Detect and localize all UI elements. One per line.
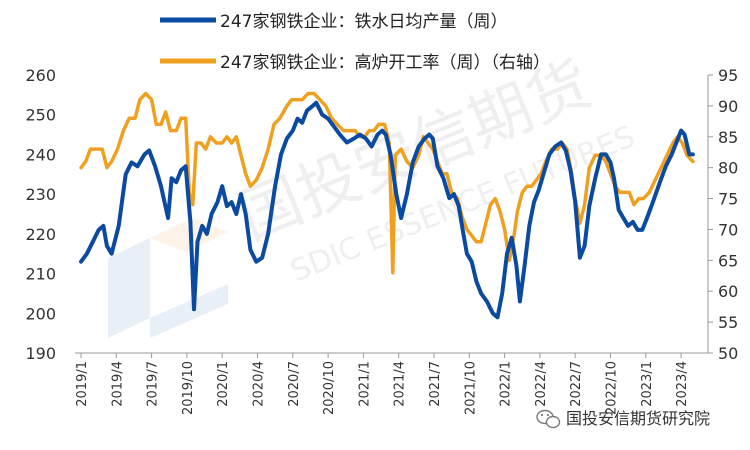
y-right-tick-label: 75 bbox=[718, 190, 738, 209]
x-axis: 2019/1 2019/4 2019/7 2019/10 2020/1 2020/4 202… bbox=[75, 353, 690, 415]
y-left-tick-label: 250 bbox=[25, 106, 56, 125]
x-tick-label: 2020/4 bbox=[252, 361, 267, 407]
y-left-tick-label: 210 bbox=[25, 265, 56, 284]
x-tick-label: 2023/4 bbox=[675, 361, 690, 407]
x-tick-label: 2022/10 bbox=[605, 361, 620, 415]
y-axis-right: 50 55 60 65 70 75 80 85 90 95 bbox=[708, 66, 738, 363]
y-left-tick-label: 230 bbox=[25, 185, 56, 204]
y-left-tick-label: 200 bbox=[25, 304, 56, 323]
y-right-tick-label: 70 bbox=[718, 220, 738, 239]
series-layer bbox=[79, 91, 695, 320]
y-right-tick-label: 50 bbox=[718, 344, 738, 363]
x-tick-label: 2023/1 bbox=[640, 361, 655, 407]
x-tick-label: 2021/10 bbox=[463, 361, 478, 415]
x-tick-label: 2019/1 bbox=[75, 361, 90, 407]
watermark-logo bbox=[108, 218, 228, 338]
series-line-furnace-rate bbox=[79, 91, 695, 275]
y-right-tick-label: 85 bbox=[718, 128, 738, 147]
y-left-tick-label: 220 bbox=[25, 225, 56, 244]
series-line-iron-output bbox=[79, 100, 695, 320]
x-tick-label: 2022/1 bbox=[499, 361, 514, 407]
y-left-tick-label: 260 bbox=[25, 66, 56, 85]
y-right-tick-label: 55 bbox=[718, 313, 738, 332]
x-tick-label: 2021/7 bbox=[428, 361, 443, 407]
legend-label-iron-output: 247家钢铁企业：铁水日均产量（周） bbox=[220, 12, 507, 32]
y-right-tick-label: 95 bbox=[718, 66, 738, 85]
x-tick-label: 2021/4 bbox=[393, 361, 408, 407]
y-axis-left: 190 200 210 220 230 240 250 260 bbox=[25, 66, 56, 363]
legend-label-furnace-rate: 247家钢铁企业：高炉开工率（周）（右轴） bbox=[220, 53, 550, 73]
x-tick-label: 2019/10 bbox=[181, 361, 196, 415]
x-tick-label: 2020/10 bbox=[322, 361, 337, 415]
legend: 247家钢铁企业：铁水日均产量（周） 247家钢铁企业：高炉开工率（周）（右轴） bbox=[160, 12, 550, 73]
source-label: 国投安信期货研究院 bbox=[566, 409, 710, 428]
x-tick-label: 2022/4 bbox=[534, 361, 549, 407]
x-tick-label: 2020/1 bbox=[216, 361, 231, 407]
y-left-tick-label: 240 bbox=[25, 145, 56, 164]
x-tick-label: 2019/7 bbox=[146, 361, 161, 407]
wechat-icon bbox=[536, 409, 561, 429]
y-left-tick-label: 190 bbox=[25, 344, 56, 363]
x-tick-label: 2021/1 bbox=[357, 361, 372, 407]
y-right-tick-label: 90 bbox=[718, 97, 738, 116]
x-tick-label: 2020/7 bbox=[287, 361, 302, 407]
plot-frame bbox=[75, 75, 709, 354]
y-right-tick-label: 80 bbox=[718, 159, 738, 178]
y-right-tick-label: 60 bbox=[718, 282, 738, 301]
y-right-tick-label: 65 bbox=[718, 251, 738, 270]
source-footer: 国投安信期货研究院 bbox=[536, 409, 710, 429]
x-tick-label: 2019/4 bbox=[110, 361, 125, 407]
x-tick-label: 2022/7 bbox=[569, 361, 584, 407]
